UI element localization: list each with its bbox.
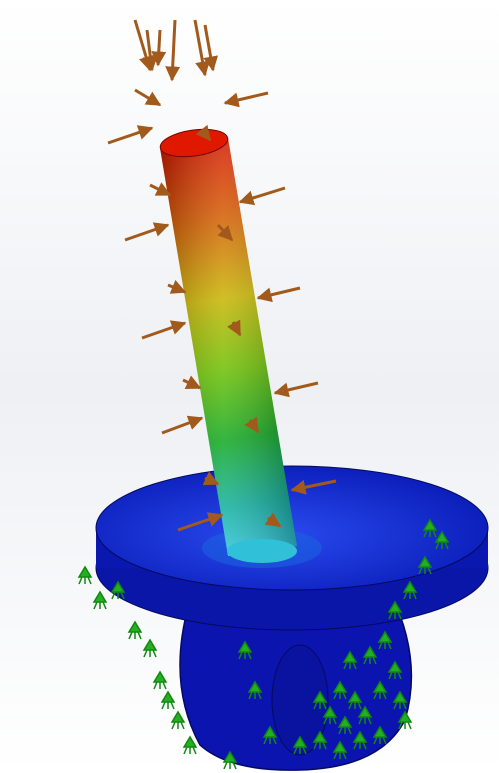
simulation-view [0, 0, 499, 773]
load-arrow [158, 30, 160, 65]
column-base [227, 539, 297, 563]
page: (() => { const svg = document.getElement… [0, 0, 499, 773]
